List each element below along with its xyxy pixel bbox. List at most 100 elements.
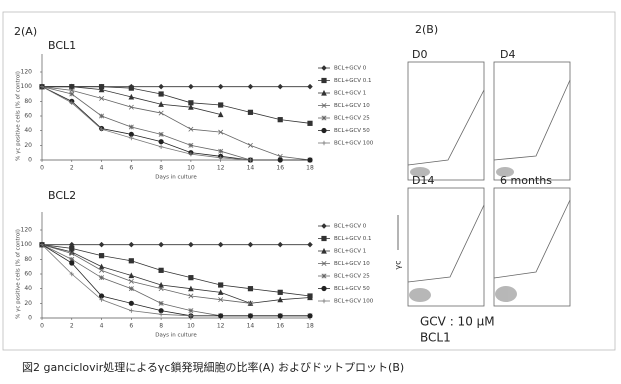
gate [494,80,570,160]
point [99,242,103,246]
y-tick-label: 20 [24,142,32,149]
series-line [42,245,310,316]
x-tick-label: 0 [40,165,44,172]
legend-label: BCL+GCV 25 [334,274,370,280]
x-tick-label: 6 [129,165,133,172]
series-line [42,87,310,124]
point [189,275,193,279]
point [248,143,252,147]
point [129,136,133,140]
series-line [42,87,310,160]
legend-label: BCL+GCV 0 [334,224,367,230]
point [308,84,312,88]
legend-label: BCL+GCV 0.1 [334,78,372,84]
point [129,301,133,305]
x-axis-label: Days in culture [155,175,197,181]
point [308,158,312,162]
point [159,301,163,305]
point [278,117,282,121]
y-tick-label: 100 [21,83,33,90]
point [159,145,163,149]
x-tick-label: 4 [100,165,104,172]
x-tick-label: 14 [247,165,255,172]
dots [409,167,517,302]
legend-label: BCL+GCV 10 [334,103,370,109]
y-tick-label: 20 [24,300,32,307]
chart-title: BCL2 [48,189,76,202]
legend-marker [322,116,326,120]
point [308,242,312,246]
point [218,290,222,294]
point [278,84,282,88]
x-tick-label: 6 [129,323,133,330]
point [99,114,103,118]
point [308,121,312,125]
x-tick-label: 14 [247,323,255,330]
point [129,95,133,99]
plot-label: D14 [412,174,434,187]
point [159,132,163,136]
x-axis-label: Days in culture [155,333,197,339]
y-tick-label: 80 [24,256,32,263]
y-tick-label: 60 [24,113,32,120]
y-tick-label: 60 [24,271,32,278]
point [248,84,252,88]
axis-label: γc [394,260,403,269]
dot-cloud [495,286,517,302]
series-line [42,87,310,160]
legend-marker [322,141,326,145]
legend-label: BCL+GCV 1 [334,91,366,97]
gate [408,90,484,165]
plot-box [494,62,570,180]
series-line [42,245,310,316]
y-tick-label: 80 [24,98,32,105]
point [159,92,163,96]
cell-line: BCL1 [420,331,451,345]
point [99,253,103,257]
point [99,96,103,100]
series-line [42,87,250,160]
y-tick-label: 120 [21,227,33,234]
legend-marker [322,91,326,95]
point [159,242,163,246]
legend-marker [322,249,326,253]
x-tick-label: 2 [70,165,74,172]
figure: 2(A) 2(B) D0 D4 D14 6 months γc GCV : 10… [0,0,621,384]
x-tick-label: 12 [217,165,225,172]
legend-label: BCL+GCV 100 [334,299,374,305]
point [189,242,193,246]
point [189,286,193,290]
y-axis-label: % γc positive cells (% of control) [16,229,22,319]
series-line [42,245,310,296]
point [159,139,163,143]
x-tick-label: 4 [100,323,104,330]
legend-label: BCL+GCV 10 [334,261,370,267]
y-tick-label: 0 [28,157,32,164]
legend-label: BCL+GCV 0.1 [334,236,372,242]
y-axis-label: % γc positive cells (% of control) [16,71,22,161]
condition: GCV : 10 μM [420,315,495,329]
point [248,110,252,114]
panel-label: 2(B) [415,23,438,36]
point [99,275,103,279]
x-tick-label: 0 [40,323,44,330]
x-tick-label: 18 [306,323,314,330]
legend-label: BCL+GCV 0 [334,66,367,72]
point [278,290,282,294]
legend-label: BCL+GCV 1 [334,249,366,255]
legend-marker [322,78,326,82]
point [278,297,282,301]
point [248,286,252,290]
legend-marker [322,299,326,303]
point [218,242,222,246]
plot-box [408,62,484,180]
x-tick-label: 16 [276,165,284,172]
x-tick-label: 12 [217,323,225,330]
point [159,268,163,272]
legend-marker [322,274,326,278]
chart-title: BCL1 [48,39,76,52]
y-tick-label: 100 [21,241,33,248]
y-tick-label: 40 [24,285,32,292]
point [129,242,133,246]
point [218,283,222,287]
